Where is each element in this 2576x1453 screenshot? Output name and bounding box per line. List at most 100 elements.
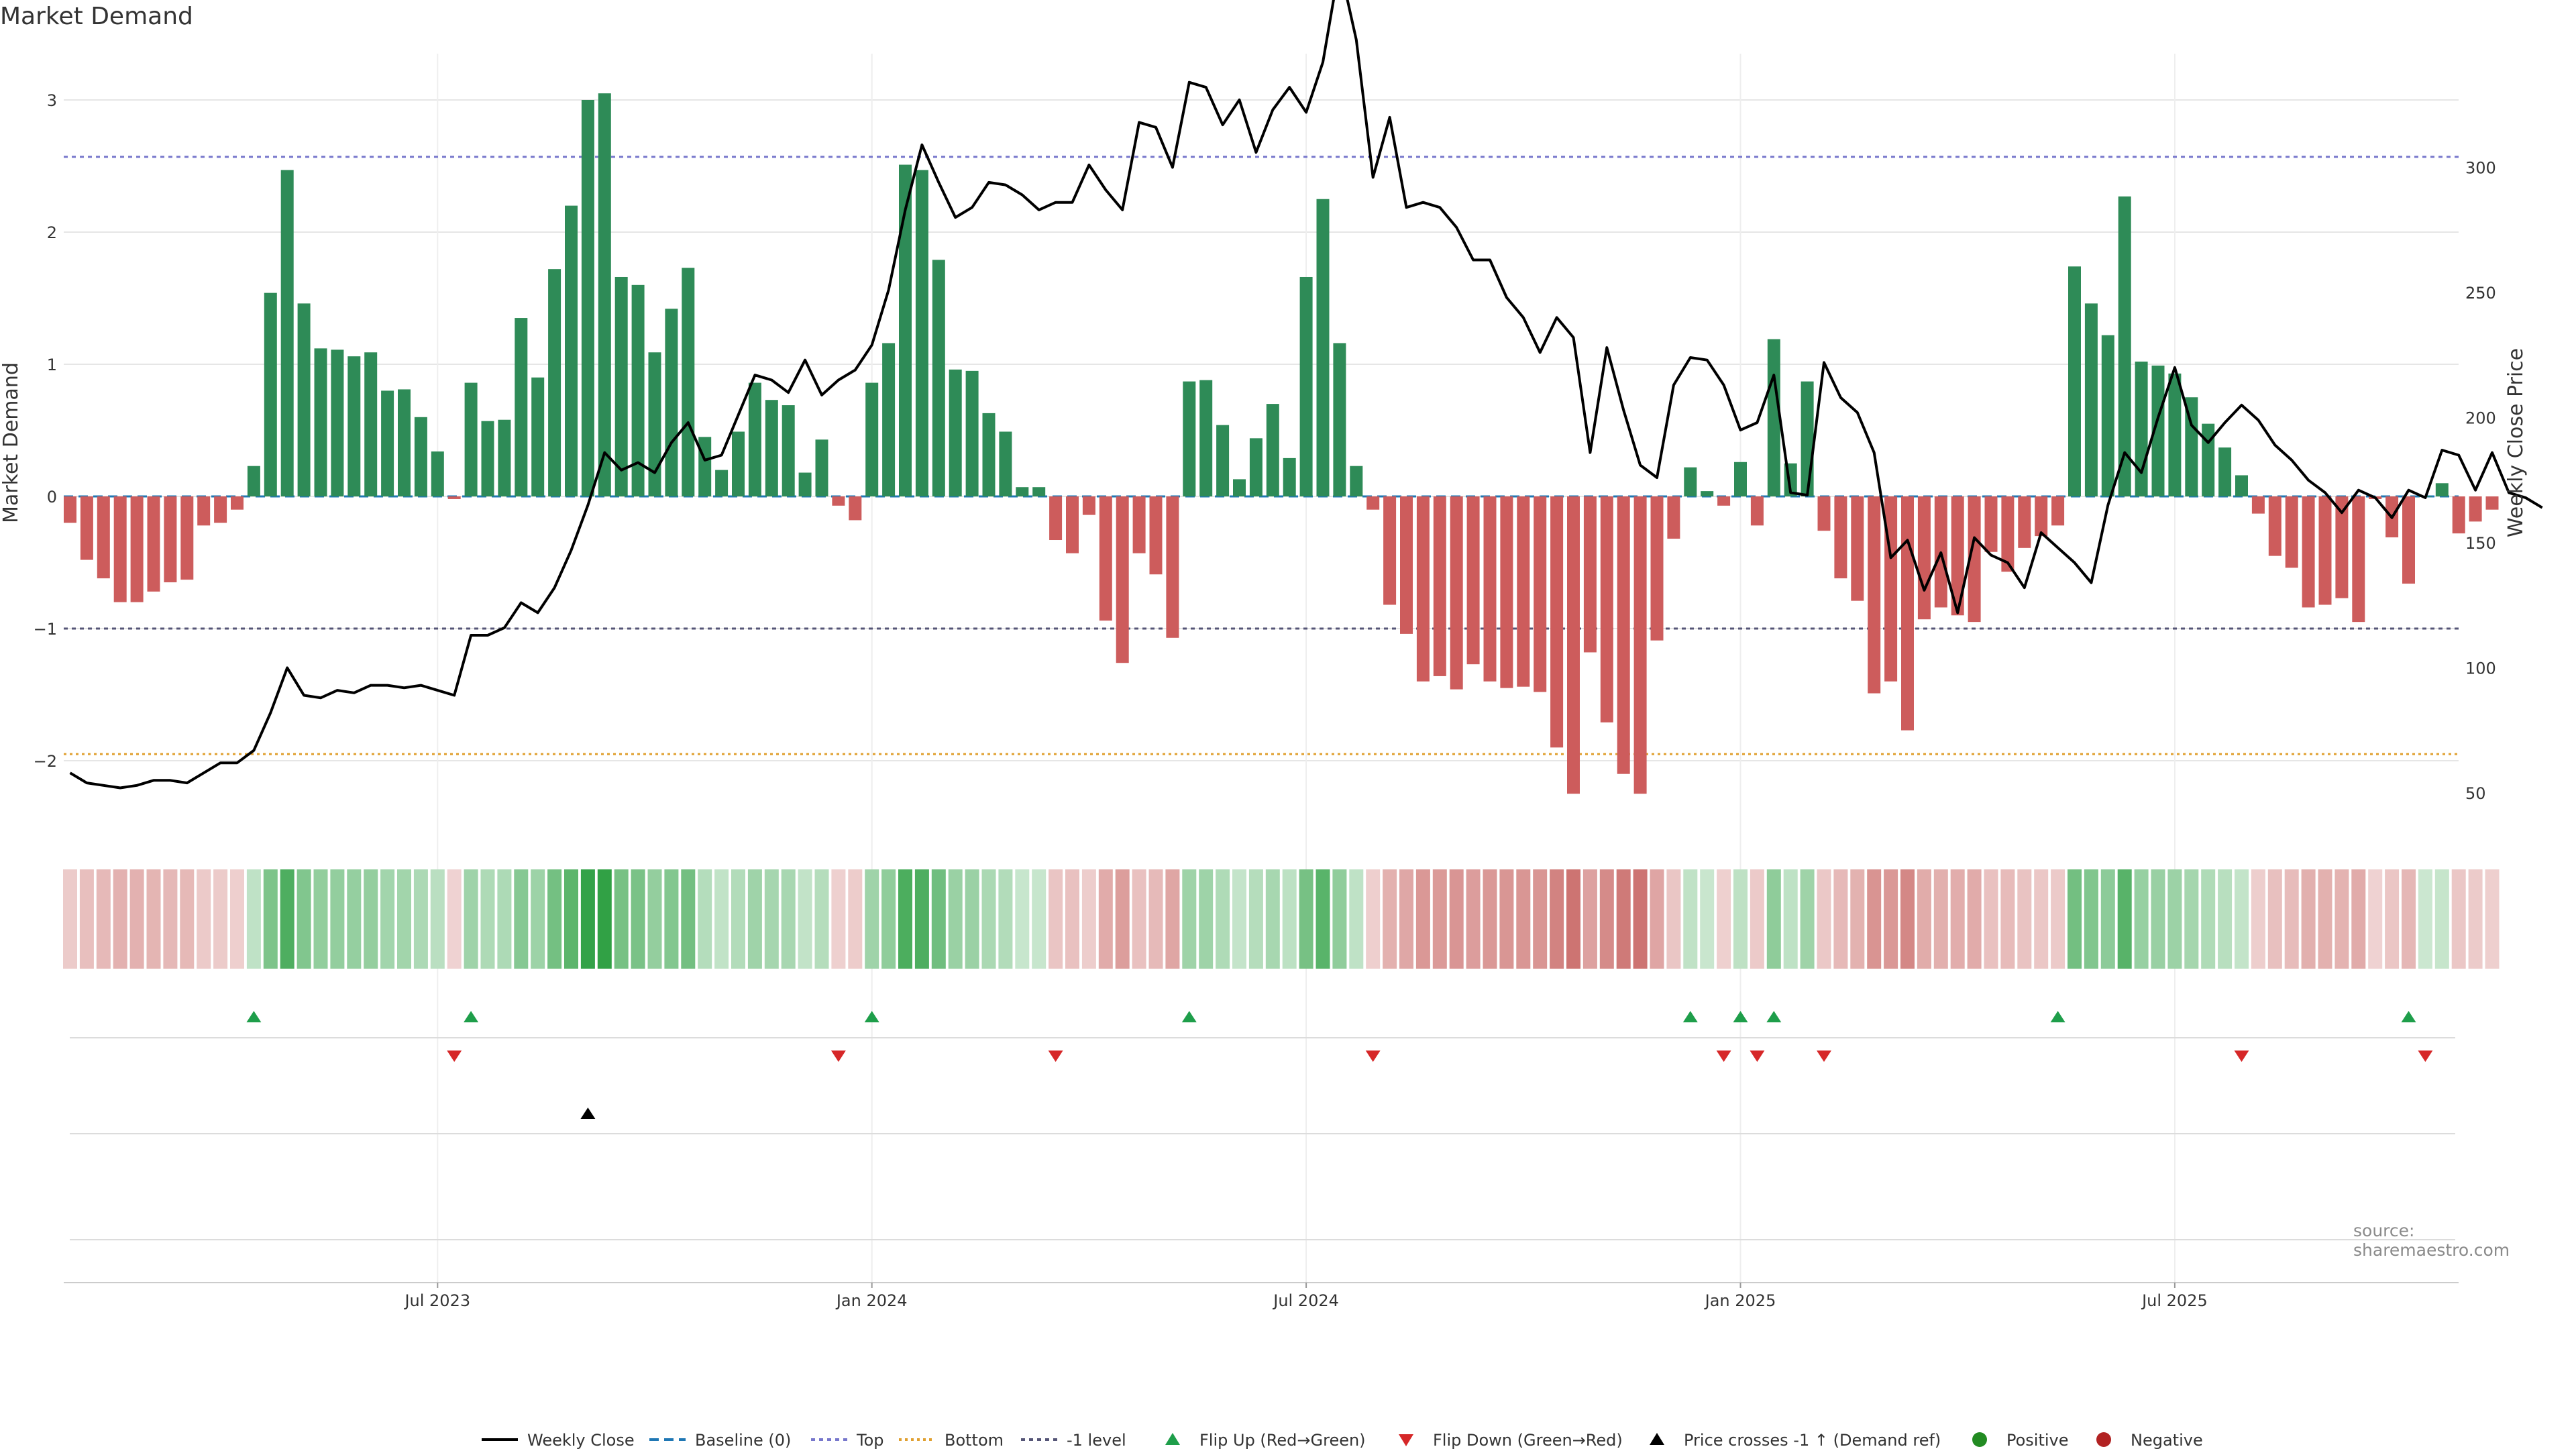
demand-bar bbox=[147, 496, 160, 592]
y2-tick-label: 100 bbox=[2465, 659, 2496, 678]
demand-bar bbox=[1066, 496, 1079, 553]
heat-strip-cell bbox=[2100, 869, 2115, 969]
demand-bar bbox=[965, 370, 979, 496]
demand-bar bbox=[130, 496, 144, 602]
demand-bar bbox=[798, 472, 812, 496]
x-tick-label: Jul 2023 bbox=[403, 1291, 470, 1310]
demand-bar bbox=[932, 260, 945, 496]
heat-strip-cell bbox=[2267, 869, 2282, 969]
heat-strip-cell bbox=[2017, 869, 2032, 969]
flip-down-marker bbox=[1750, 1051, 1765, 1062]
demand-bar bbox=[1299, 276, 1313, 496]
y-tick-label: 3 bbox=[47, 91, 57, 110]
y-tick-label: 2 bbox=[47, 223, 57, 242]
heat-strip-cell bbox=[1499, 869, 1514, 969]
legend-swatch bbox=[2096, 1432, 2111, 1447]
price-cross-marker bbox=[580, 1108, 596, 1119]
demand-bar bbox=[2302, 496, 2315, 608]
flip-down-marker bbox=[1365, 1051, 1381, 1062]
heat-strip-cell bbox=[1783, 869, 1798, 969]
legend-label: Flip Up (Red→Green) bbox=[1199, 1431, 1366, 1450]
demand-bar bbox=[331, 349, 344, 496]
demand-bar bbox=[1583, 496, 1597, 653]
x-tick-label: Jul 2024 bbox=[1272, 1291, 1339, 1310]
heat-strip-cell bbox=[1582, 869, 1597, 969]
demand-bar bbox=[381, 390, 394, 496]
legend-label: -1 level bbox=[1067, 1431, 1126, 1450]
demand-bar bbox=[2218, 447, 2232, 496]
heat-strip-cell bbox=[1933, 869, 1948, 969]
legend-label: Weekly Close bbox=[527, 1431, 635, 1450]
demand-bar bbox=[1968, 496, 1981, 623]
demand-bar bbox=[197, 496, 211, 526]
heat-strip-cell bbox=[1900, 869, 1915, 969]
legend: Weekly Close Baseline (0) Top Bottom -1 leve… bbox=[482, 1431, 2203, 1450]
heat-strip-cell bbox=[747, 869, 762, 969]
demand-bar bbox=[949, 369, 962, 496]
demand-bar bbox=[2335, 496, 2349, 598]
heat-strip-cell bbox=[1466, 869, 1481, 969]
heat-strip-cell bbox=[480, 869, 495, 969]
demand-bar bbox=[2084, 303, 2098, 496]
demand-bar bbox=[1600, 496, 1613, 722]
demand-bar bbox=[1701, 491, 1714, 496]
demand-bar bbox=[164, 496, 177, 583]
heat-strip-cell bbox=[1917, 869, 1931, 969]
demand-bar bbox=[1901, 496, 1914, 731]
heat-strip-cell bbox=[698, 869, 712, 969]
demand-bar bbox=[815, 439, 828, 496]
demand-bar bbox=[247, 466, 260, 496]
heat-strip-cell bbox=[1032, 869, 1046, 969]
demand-bar bbox=[2035, 496, 2048, 537]
heat-strip-cell bbox=[113, 869, 127, 969]
flip-down-marker bbox=[830, 1051, 846, 1062]
heat-strip-cell bbox=[914, 869, 929, 969]
demand-bar bbox=[1433, 496, 1446, 676]
demand-bar bbox=[1868, 496, 1881, 694]
demand-bar bbox=[1216, 425, 1230, 496]
demand-bar bbox=[1767, 339, 1780, 496]
y2-axis-title: Weekly Close Price bbox=[2504, 348, 2528, 537]
flip-up-marker bbox=[1181, 1011, 1197, 1022]
demand-bar bbox=[1917, 496, 1931, 620]
demand-bar bbox=[1517, 496, 1530, 687]
demand-bar bbox=[398, 389, 411, 496]
demand-bar bbox=[1199, 380, 1213, 496]
demand-bar bbox=[2118, 196, 2131, 496]
demand-bar bbox=[2168, 373, 2182, 496]
demand-bar bbox=[2135, 362, 2148, 496]
heat-strip-cell bbox=[1516, 869, 1531, 969]
heat-strip-cell bbox=[2151, 869, 2165, 969]
heat-strip-cell bbox=[1750, 869, 1764, 969]
demand-bar bbox=[1316, 199, 1330, 496]
heat-strip-cell bbox=[347, 869, 362, 969]
heat-strip-cell bbox=[898, 869, 912, 969]
demand-bar bbox=[1383, 496, 1397, 605]
demand-bar bbox=[1400, 496, 1413, 634]
y2-tick-label: 250 bbox=[2465, 284, 2496, 303]
heat-strip-cell bbox=[614, 869, 629, 969]
demand-bar bbox=[2151, 365, 2165, 496]
heat-strip-cell bbox=[497, 869, 512, 969]
heat-strip-cell bbox=[146, 869, 161, 969]
heat-strip-cell bbox=[547, 869, 562, 969]
heat-strip-cell bbox=[2034, 869, 2049, 969]
legend-label: Top bbox=[856, 1431, 884, 1450]
heat-strip-cell bbox=[1550, 869, 1564, 969]
y-tick-label: −1 bbox=[34, 620, 57, 639]
heat-strip-cell bbox=[330, 869, 345, 969]
x-tick-label: Jan 2024 bbox=[835, 1291, 908, 1310]
demand-bar bbox=[1951, 496, 1964, 616]
heat-strip-cell bbox=[981, 869, 996, 969]
flip-up-marker bbox=[1766, 1011, 1782, 1022]
heat-strip-cell bbox=[865, 869, 879, 969]
heat-strip-cell bbox=[1349, 869, 1364, 969]
demand-bar bbox=[1466, 496, 1480, 665]
heat-strip-cell bbox=[2218, 869, 2233, 969]
demand-bar bbox=[849, 496, 862, 521]
legend-item-bottom: Bottom bbox=[899, 1431, 1004, 1450]
demand-bar bbox=[1734, 462, 1747, 496]
heat-strip-cell bbox=[1182, 869, 1197, 969]
heat-strip-cell bbox=[1967, 869, 1982, 969]
heat-strip-cell bbox=[1383, 869, 1397, 969]
